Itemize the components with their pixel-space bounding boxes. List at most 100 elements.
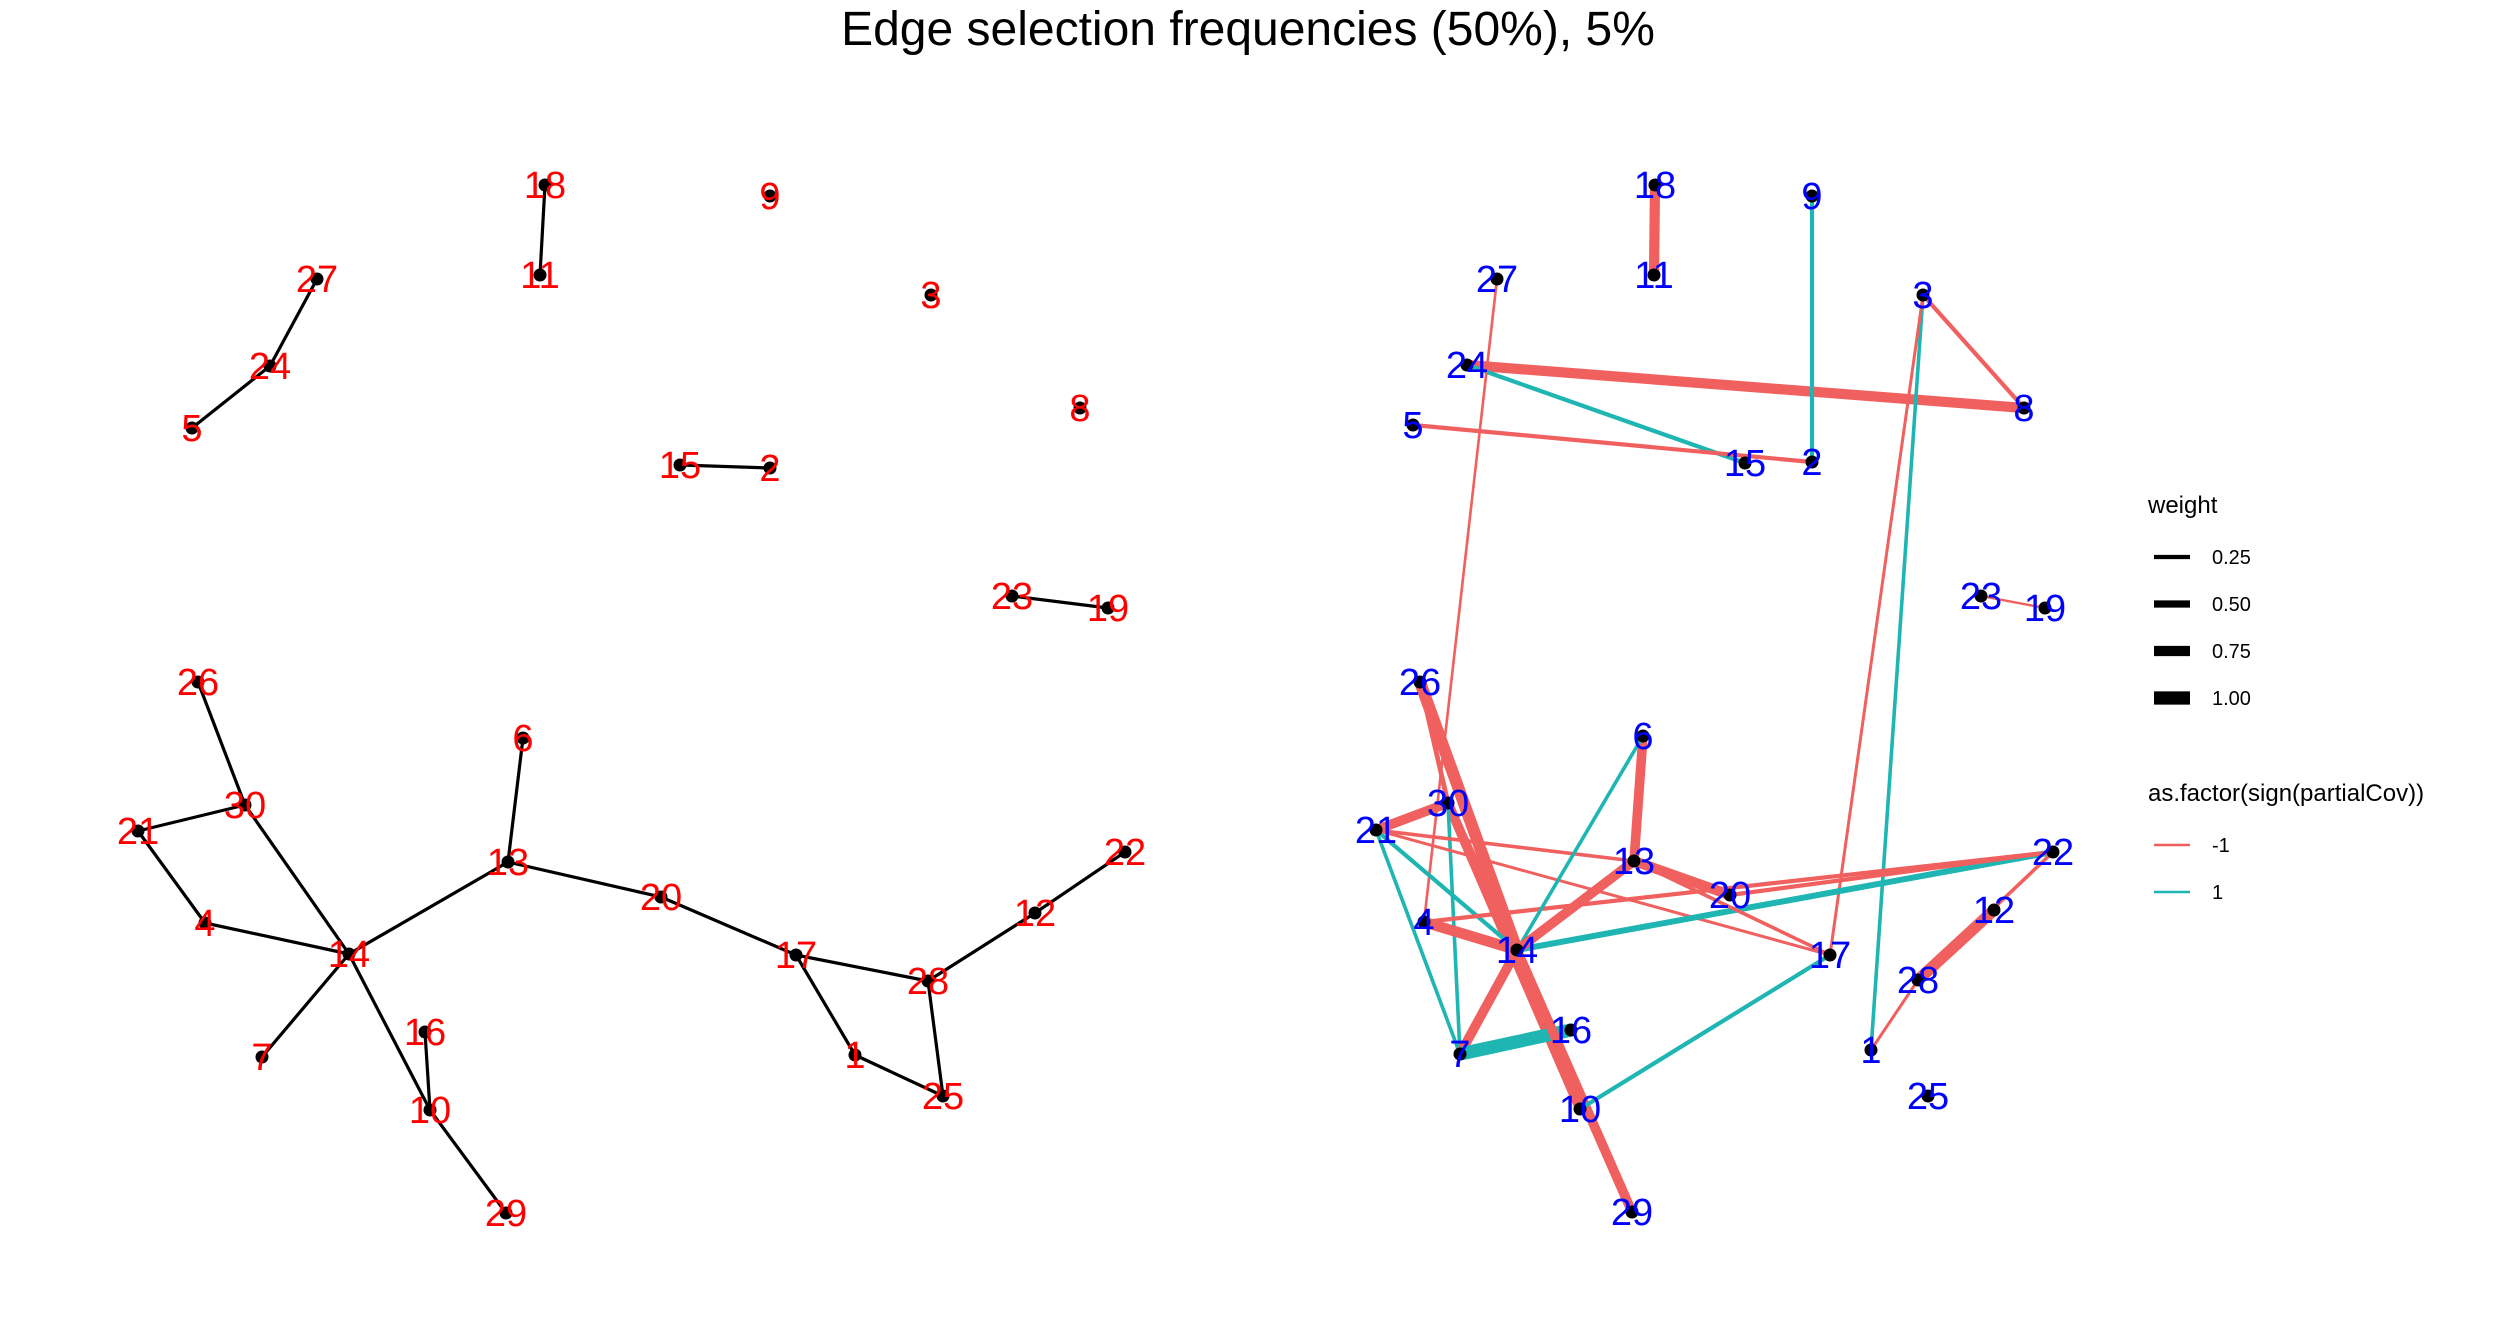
right-edge-21-17 (1375, 828, 1831, 957)
left-node-4 (198, 916, 212, 930)
right-edge-28-1 (1869, 979, 1920, 1051)
right-node-label-12: 12 (1973, 890, 2015, 932)
left-node-label-27: 27 (296, 259, 338, 301)
right-node-17 (1823, 948, 1837, 962)
right-edge-24-8 (1466, 359, 2025, 414)
right-node-label-22: 22 (2032, 832, 2074, 874)
right-node-21 (1369, 823, 1383, 837)
left-edge-15-2 (679, 463, 771, 470)
left-edge-14-7 (260, 952, 351, 1059)
left-node-label-25: 25 (922, 1076, 964, 1118)
right-node-label-16: 16 (1550, 1010, 1592, 1052)
right-node-1 (1864, 1043, 1878, 1057)
right-node-label-23: 23 (1960, 576, 2002, 618)
right-node-4 (1417, 915, 1431, 929)
left-edge-18-11 (538, 184, 547, 276)
left-edge-21-4 (136, 830, 207, 924)
left-node-9 (763, 189, 777, 203)
right-edge-21-30 (1374, 798, 1450, 835)
right-node-7 (1453, 1047, 1467, 1061)
left-node-21 (131, 824, 145, 838)
legend-weight-label-0.75: 0.75 (2212, 641, 2251, 663)
left-node-10 (423, 1103, 437, 1117)
right-node-label-30: 30 (1427, 783, 1469, 825)
left-node-label-24: 24 (249, 346, 291, 388)
right-node-label-8: 8 (2013, 388, 2034, 430)
legend-weight-label-0.50: 0.50 (2212, 594, 2251, 616)
left-node-label-7: 7 (251, 1037, 272, 1079)
left-node-5 (185, 421, 199, 435)
left-node-11 (533, 268, 547, 282)
right-edge-24-15 (1466, 363, 1746, 465)
left-node-label-16: 16 (404, 1012, 446, 1054)
right-node-23 (1974, 589, 1988, 603)
right-node-16 (1564, 1023, 1578, 1037)
right-node-28 (1911, 973, 1925, 987)
left-node-label-10: 10 (409, 1090, 451, 1132)
right-edge-14-7 (1455, 947, 1522, 1057)
left-node-18 (538, 178, 552, 192)
right-node-label-10: 10 (1559, 1089, 1601, 1131)
left-node-label-9: 9 (759, 176, 780, 218)
legend-sign-label--1: -1 (2212, 835, 2230, 857)
right-node-6 (1636, 729, 1650, 743)
left-node-12 (1028, 906, 1042, 920)
right-network-nodes (1369, 178, 2060, 1219)
left-node-label-18: 18 (524, 165, 566, 207)
left-edge-24-5 (191, 364, 271, 430)
right-node-label-13: 13 (1613, 841, 1655, 883)
left-node-label-2: 2 (759, 448, 780, 490)
right-edge-6-13 (1629, 735, 1648, 862)
left-node-label-17: 17 (775, 935, 817, 977)
right-node-19 (2038, 601, 2052, 615)
left-node-label-23: 23 (991, 576, 1033, 618)
legend-weight-title: weight (2147, 492, 2218, 519)
left-node-label-3: 3 (920, 275, 941, 317)
right-node-label-7: 7 (1449, 1034, 1470, 1076)
left-node-label-19: 19 (1087, 588, 1129, 630)
left-edge-14-10 (347, 953, 432, 1111)
right-node-label-27: 27 (1476, 259, 1518, 301)
right-edge-10-17 (1578, 953, 1832, 1111)
right-edge-4-14 (1422, 916, 1519, 956)
left-node-20 (654, 890, 668, 904)
right-node-label-26: 26 (1399, 662, 1441, 704)
right-node-30 (1441, 796, 1455, 810)
right-edge-21-13 (1375, 828, 1635, 863)
left-edge-12-22 (1034, 850, 1126, 915)
right-node-label-28: 28 (1897, 960, 1939, 1002)
right-node-label-14: 14 (1496, 930, 1538, 972)
right-edge-14-10 (1515, 949, 1582, 1110)
left-node-8 (1073, 401, 1087, 415)
right-node-label-2: 2 (1801, 442, 1822, 484)
right-edge-13-20 (1632, 856, 1732, 900)
right-node-label-24: 24 (1446, 345, 1488, 387)
left-node-23 (1005, 589, 1019, 603)
left-node-24 (263, 359, 277, 373)
left-node-label-30: 30 (224, 785, 266, 827)
right-node-10 (1573, 1102, 1587, 1116)
right-node-label-15: 15 (1724, 443, 1766, 485)
left-node-label-29: 29 (485, 1193, 527, 1235)
right-node-26 (1413, 675, 1427, 689)
left-node-26 (191, 675, 205, 689)
right-edge-13-17 (1633, 859, 1831, 957)
right-node-2 (1805, 455, 1819, 469)
right-node-9 (1805, 189, 1819, 203)
left-node-17 (789, 948, 803, 962)
right-node-25 (1921, 1089, 1935, 1103)
left-edge-10-29 (428, 1109, 508, 1214)
right-edge-3-1 (1869, 294, 1925, 1051)
left-node-label-15: 15 (659, 445, 701, 487)
legend-sign-label-1: 1 (2212, 882, 2223, 904)
left-node-27 (310, 272, 324, 286)
chart-title: Edge selection frequencies (50%), 5% (841, 3, 1655, 56)
left-node-6 (516, 731, 530, 745)
left-edge-28-25 (926, 980, 945, 1097)
right-node-8 (2017, 401, 2031, 415)
left-edge-13-14 (348, 860, 509, 956)
left-network-edges (136, 184, 1126, 1214)
left-node-label-6: 6 (512, 718, 533, 760)
